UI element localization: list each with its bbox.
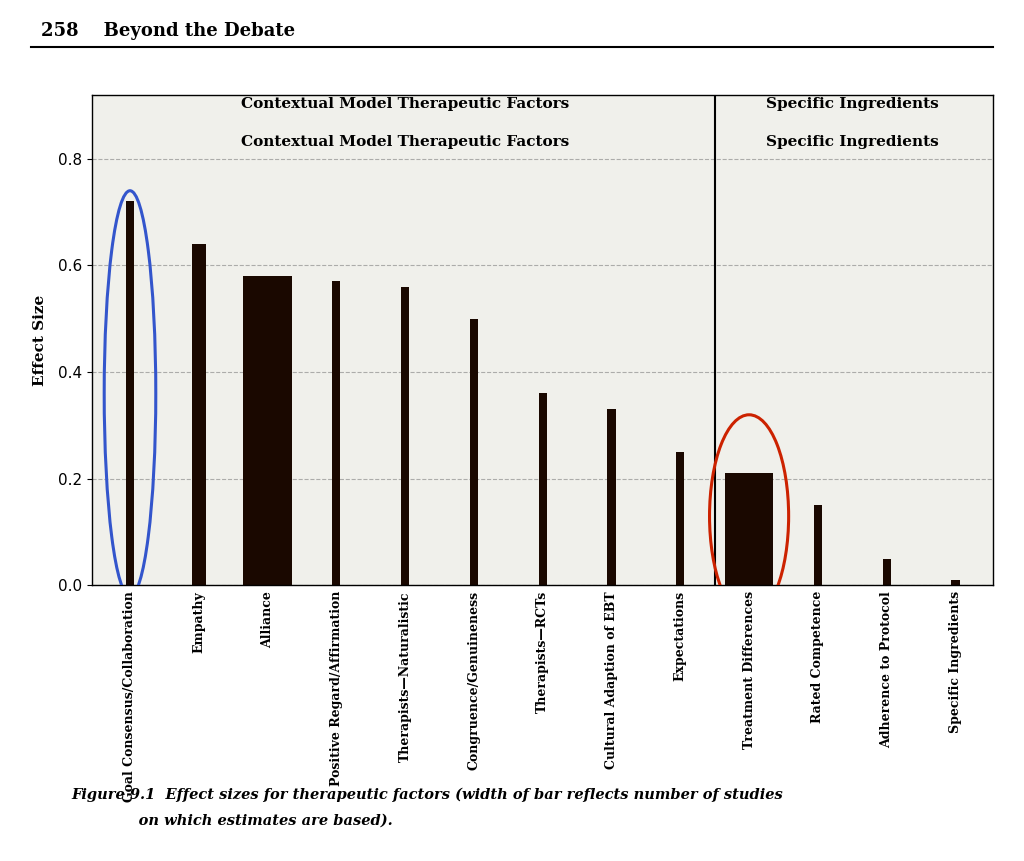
Bar [244,276,292,585]
Text: Contextual Model Therapeutic Factors: Contextual Model Therapeutic Factors [241,96,569,111]
Bar [676,452,684,585]
Text: Figure 9.1  Effect sizes for therapeutic factors (width of bar reflects number o: Figure 9.1 Effect sizes for therapeutic … [72,788,783,802]
Bar [191,244,206,585]
Bar [607,410,615,585]
Bar [126,201,134,585]
Text: 258    Beyond the Debate: 258 Beyond the Debate [41,22,295,40]
Text: Contextual Model Therapeutic Factors: Contextual Model Therapeutic Factors [241,134,569,149]
Text: Specific Ingredients: Specific Ingredients [766,134,939,149]
Bar [951,580,959,585]
Bar [470,319,478,585]
Bar [332,282,341,585]
Text: Specific Ingredients: Specific Ingredients [766,96,939,111]
Bar [883,559,891,585]
Text: on which estimates are based).: on which estimates are based). [72,814,392,827]
Bar [814,505,822,585]
Bar [401,287,410,585]
Bar [539,393,547,585]
Bar [725,474,773,585]
Y-axis label: Effect Size: Effect Size [33,294,47,386]
